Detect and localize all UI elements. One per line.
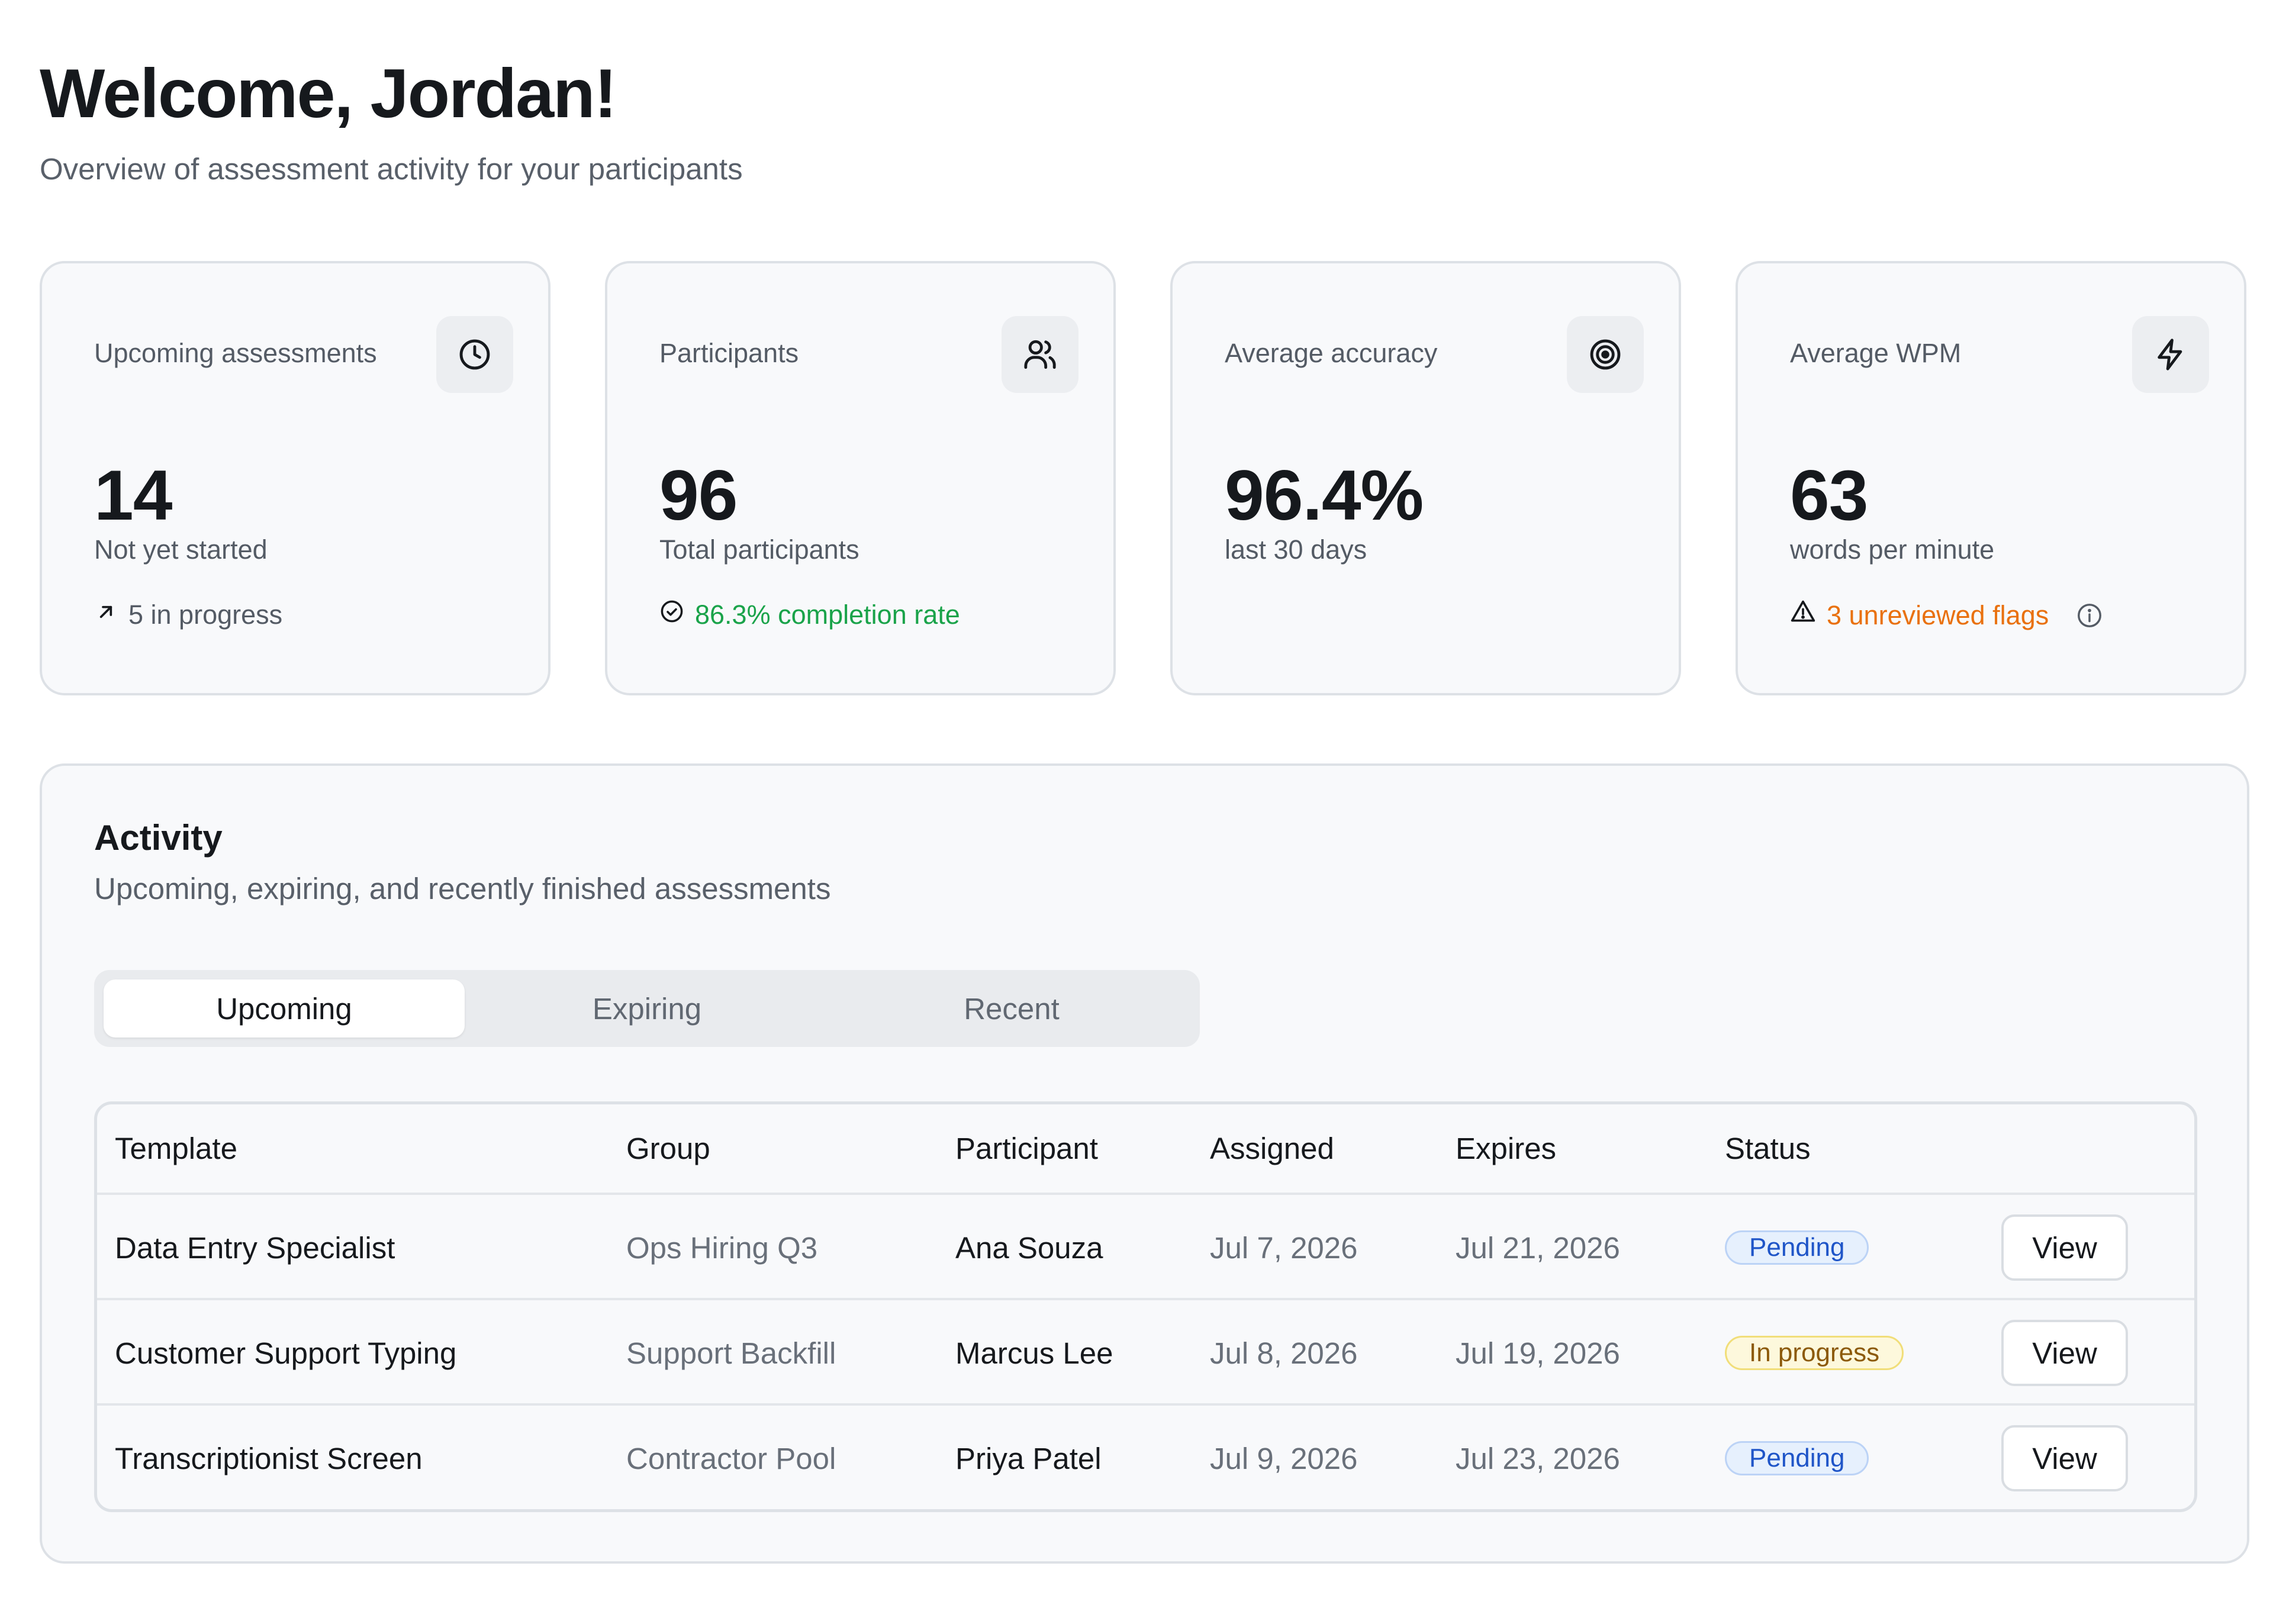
stat-value: 63 bbox=[1790, 456, 1868, 535]
status-badge: Pending bbox=[1725, 1441, 1869, 1475]
check-circle-icon bbox=[659, 598, 684, 631]
arrow-up-right-icon bbox=[94, 598, 118, 631]
expires-cell: Jul 19, 2026 bbox=[1456, 1336, 1620, 1370]
status-cell: Pending bbox=[1725, 1406, 1869, 1509]
completion-rate: 86.3% completion rate bbox=[695, 600, 960, 630]
assigned-cell: Jul 7, 2026 bbox=[1210, 1230, 1358, 1265]
participant-cell: Priya Patel bbox=[955, 1441, 1102, 1475]
stat-card-wpm: Average WPM 63 words per minute 3 unrevi… bbox=[1736, 261, 2246, 695]
stat-meta: 3 unreviewed flags bbox=[1790, 598, 2103, 632]
stat-caption: words per minute bbox=[1790, 534, 1995, 565]
lightning-icon bbox=[2132, 316, 2209, 393]
clock-icon bbox=[436, 316, 513, 393]
stat-value: 96 bbox=[659, 456, 738, 535]
stat-card-upcoming: Upcoming assessments 14 Not yet started … bbox=[40, 261, 550, 695]
stat-caption: last 30 days bbox=[1225, 534, 1367, 565]
view-button[interactable]: View bbox=[2001, 1425, 2128, 1491]
page-title: Welcome, Jordan! bbox=[40, 54, 617, 132]
in-progress-count: 5 in progress bbox=[128, 600, 283, 630]
participant-cell: Ana Souza bbox=[955, 1230, 1103, 1265]
column-header-group: Group bbox=[626, 1132, 710, 1165]
page-subtitle: Overview of assessment activity for your… bbox=[40, 152, 743, 186]
assigned-cell: Jul 9, 2026 bbox=[1210, 1441, 1358, 1475]
template-cell: Data Entry Specialist bbox=[115, 1230, 395, 1265]
template-cell: Transcriptionist Screen bbox=[115, 1441, 423, 1475]
stat-caption: Not yet started bbox=[94, 534, 268, 565]
status-cell: In progress bbox=[1725, 1300, 1904, 1406]
stat-value: 14 bbox=[94, 456, 172, 535]
target-icon bbox=[1567, 316, 1644, 393]
warning-triangle-icon bbox=[1790, 598, 1816, 632]
stat-label: Participants bbox=[659, 338, 799, 368]
participant-cell: Marcus Lee bbox=[955, 1336, 1113, 1370]
column-header-expires: Expires bbox=[1456, 1132, 1557, 1165]
stat-card-accuracy: Average accuracy 96.4% last 30 days bbox=[1170, 261, 1681, 695]
stat-label: Average WPM bbox=[1790, 338, 1962, 368]
action-cell: View bbox=[2001, 1406, 2128, 1509]
stat-label: Average accuracy bbox=[1225, 338, 1438, 368]
tab-upcoming[interactable]: Upcoming bbox=[104, 979, 465, 1037]
table-row: Data Entry Specialist Ops Hiring Q3 Ana … bbox=[97, 1193, 2194, 1300]
view-button[interactable]: View bbox=[2001, 1214, 2128, 1281]
activity-panel: Activity Upcoming, expiring, and recentl… bbox=[40, 763, 2249, 1564]
expires-cell: Jul 21, 2026 bbox=[1456, 1230, 1620, 1265]
status-badge: In progress bbox=[1725, 1336, 1904, 1370]
action-cell: View bbox=[2001, 1195, 2128, 1300]
info-icon[interactable] bbox=[2076, 602, 2103, 629]
users-icon bbox=[1002, 316, 1078, 393]
group-cell: Contractor Pool bbox=[626, 1441, 836, 1475]
group-cell: Ops Hiring Q3 bbox=[626, 1230, 818, 1265]
activity-tabs: Upcoming Expiring Recent bbox=[94, 970, 1200, 1047]
stat-card-participants: Participants 96 Total participants 86.3%… bbox=[605, 261, 1116, 695]
column-header-template: Template bbox=[115, 1132, 237, 1165]
column-header-participant: Participant bbox=[955, 1132, 1098, 1165]
status-cell: Pending bbox=[1725, 1195, 1869, 1300]
group-cell: Support Backfill bbox=[626, 1336, 836, 1370]
assigned-cell: Jul 8, 2026 bbox=[1210, 1336, 1358, 1370]
table-row: Customer Support Typing Support Backfill… bbox=[97, 1298, 2194, 1406]
stat-meta: 5 in progress bbox=[94, 598, 282, 631]
stat-meta: 86.3% completion rate bbox=[659, 598, 960, 631]
stat-caption: Total participants bbox=[659, 534, 859, 565]
table-header-row: Template Group Participant Assigned Expi… bbox=[97, 1104, 2194, 1193]
status-badge: Pending bbox=[1725, 1230, 1869, 1265]
table-row: Transcriptionist Screen Contractor Pool … bbox=[97, 1403, 2194, 1509]
tab-recent[interactable]: Recent bbox=[964, 991, 1060, 1026]
tab-expiring[interactable]: Expiring bbox=[592, 991, 702, 1026]
assessments-table: Template Group Participant Assigned Expi… bbox=[94, 1101, 2197, 1512]
activity-subtitle: Upcoming, expiring, and recently finishe… bbox=[94, 872, 831, 906]
expires-cell: Jul 23, 2026 bbox=[1456, 1441, 1620, 1475]
stat-label: Upcoming assessments bbox=[94, 338, 377, 368]
unreviewed-flags-link[interactable]: 3 unreviewed flags bbox=[1827, 600, 2049, 630]
template-cell: Customer Support Typing bbox=[115, 1336, 457, 1370]
view-button[interactable]: View bbox=[2001, 1320, 2128, 1386]
action-cell: View bbox=[2001, 1300, 2128, 1406]
activity-title: Activity bbox=[94, 818, 223, 858]
stat-value: 96.4% bbox=[1225, 456, 1424, 535]
column-header-assigned: Assigned bbox=[1210, 1132, 1334, 1165]
column-header-status: Status bbox=[1725, 1132, 1811, 1165]
